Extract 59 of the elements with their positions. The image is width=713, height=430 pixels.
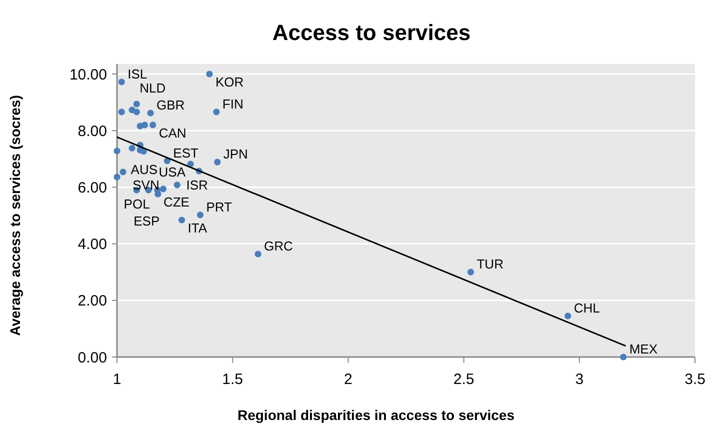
annotation: NLD: [140, 80, 166, 96]
point: [133, 100, 140, 108]
x-tick-label: 1: [112, 371, 122, 388]
annotation: MEX: [629, 342, 658, 357]
annotation: ITA: [188, 220, 208, 236]
x-tick-label: 3.5: [684, 371, 706, 388]
point: [214, 158, 221, 166]
y-tick-label: 10.00: [69, 66, 107, 84]
point: [120, 168, 126, 176]
point: [114, 174, 120, 180]
point: [620, 354, 627, 360]
point: [178, 216, 186, 224]
annotation: GBR: [156, 98, 185, 113]
annotation: GRC: [264, 238, 293, 254]
chart-title: Access to services: [272, 20, 471, 45]
y-tick-label: 4.00: [78, 236, 107, 254]
point: [206, 70, 213, 78]
point: [196, 212, 204, 218]
annotation: AUS: [130, 162, 158, 177]
annotation: CHL: [574, 300, 600, 316]
point: [564, 312, 572, 320]
point: [467, 268, 474, 276]
point: [147, 110, 154, 116]
point: [160, 186, 167, 192]
x-tick-label: 2.5: [453, 371, 474, 388]
annotation: POL: [124, 196, 150, 212]
annotation: TUR: [476, 256, 504, 272]
point: [118, 108, 125, 116]
x-tick-label: 2: [344, 371, 352, 388]
point: [154, 190, 162, 198]
annotation: SVN: [132, 177, 160, 192]
x-axis-title: Regional disparities in access to services: [237, 407, 515, 423]
point: [213, 108, 220, 116]
annotation: CAN: [158, 125, 186, 140]
annotation: KOR: [215, 74, 244, 90]
y-tick-label: 6.00: [78, 179, 107, 196]
point: [133, 108, 140, 116]
annotation: CZE: [163, 194, 190, 210]
annotation: FIN: [222, 96, 244, 112]
point: [174, 182, 180, 188]
x-tick-label: 1.5: [222, 371, 244, 388]
point: [141, 122, 148, 128]
annotation: EST: [173, 145, 199, 160]
x-tick-label: 3: [575, 371, 584, 388]
point: [150, 122, 156, 128]
annotation: ISR: [186, 178, 208, 193]
point: [118, 78, 125, 86]
point: [128, 144, 136, 152]
y-axis-title: Average access to services (socres): [7, 95, 23, 336]
y-tick-label: 8.00: [78, 122, 107, 140]
annotation: JPN: [223, 146, 248, 162]
y-tick-label: 0.00: [78, 349, 107, 366]
annotation: USA: [158, 164, 186, 180]
annotation: ISL: [128, 66, 148, 82]
point: [114, 148, 120, 154]
point: [254, 250, 262, 258]
annotation: ESP: [134, 214, 160, 229]
annotation: PRT: [206, 199, 232, 214]
y-tick-label: 2.00: [78, 292, 107, 310]
